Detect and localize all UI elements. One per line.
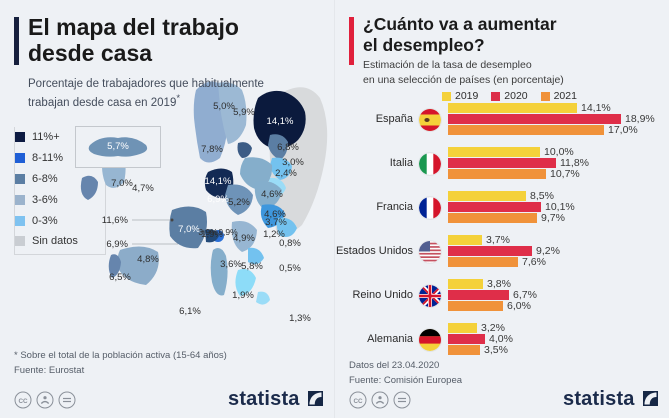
svg-text:CC: CC xyxy=(353,398,363,405)
svg-text:0,5%: 0,5% xyxy=(279,263,301,274)
svg-text:6,9%: 6,9% xyxy=(106,239,128,250)
svg-text:11,6%: 11,6% xyxy=(102,215,129,226)
svg-text:7,0%: 7,0% xyxy=(111,178,133,189)
svg-text:4,6%: 4,6% xyxy=(261,189,283,200)
svg-text:3,6%: 3,6% xyxy=(220,259,242,270)
svg-text:3,7%: 3,7% xyxy=(265,217,287,228)
svg-text:1,9%: 1,9% xyxy=(201,229,223,240)
svg-text:5,2%: 5,2% xyxy=(228,197,250,208)
svg-text:4,7%: 4,7% xyxy=(132,183,154,194)
svg-text:0,8%: 0,8% xyxy=(279,238,301,249)
svg-text:14,1%: 14,1% xyxy=(267,116,294,127)
svg-text:6,5%: 6,5% xyxy=(109,272,131,283)
svg-text:4,9%: 4,9% xyxy=(233,233,255,244)
svg-text:4,8%: 4,8% xyxy=(137,254,159,265)
svg-text:7,0%: 7,0% xyxy=(178,224,200,235)
svg-text:6,9%: 6,9% xyxy=(207,194,229,205)
svg-text:5,7%: 5,7% xyxy=(107,141,129,152)
svg-text:5,8%: 5,8% xyxy=(241,261,263,272)
svg-text:6,1%: 6,1% xyxy=(179,306,201,317)
svg-text:CC: CC xyxy=(18,398,28,405)
svg-text:1,3%: 1,3% xyxy=(289,313,311,324)
svg-text:7,8%: 7,8% xyxy=(201,144,223,155)
svg-text:1,9%: 1,9% xyxy=(232,290,254,301)
svg-text:14,1%: 14,1% xyxy=(205,176,232,187)
svg-text:6,8%: 6,8% xyxy=(277,142,299,153)
svg-text:3,0%: 3,0% xyxy=(282,157,304,168)
svg-text:2,4%: 2,4% xyxy=(275,168,297,179)
